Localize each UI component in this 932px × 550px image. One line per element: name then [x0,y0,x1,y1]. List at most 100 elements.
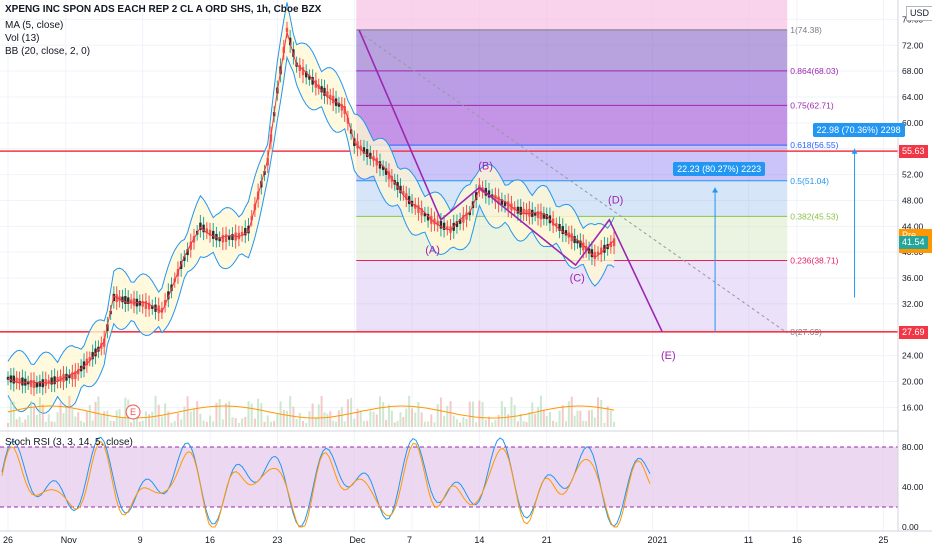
volume-bar [173,421,176,427]
volume-bar [27,415,30,427]
candle-body [21,377,24,386]
volume-bar [308,411,311,427]
candle-body [221,235,225,243]
volume-bar [576,410,579,427]
volume-bar [80,420,83,427]
volume-bar [375,414,378,427]
volume-bar [522,421,525,427]
volume-bar [85,410,88,427]
currency-label[interactable]: USD [906,6,932,21]
time-tick-label: 23 [272,535,282,545]
candle-body [528,208,531,217]
volume-bar [446,405,449,427]
candle-body [144,301,148,309]
candle-body [539,211,543,220]
volume-bar [337,410,340,427]
volume-bar [433,422,436,427]
volume-bar [176,413,179,427]
volume-bar [449,400,452,427]
candle-body [533,212,537,216]
volume-bar [21,422,24,427]
volume-bar [212,421,215,427]
volume-bar [497,414,500,427]
volume-bar [340,407,343,427]
volume-bar [603,422,606,427]
stoch-tick-label: 40.00 [902,482,924,492]
candle-body [337,102,341,107]
volume-bar [481,401,484,427]
candle-body [384,168,388,175]
volume-bar [585,421,588,427]
volume-bar [180,419,183,427]
candle-body [576,240,579,244]
time-axis [0,531,932,550]
candle-body [157,305,160,314]
candle-body [573,236,576,244]
price-tick-label: 36.00 [902,273,924,283]
volume-bar [241,418,244,427]
bb-legend[interactable]: BB (20, close, 2, 0) [5,46,91,57]
candle-body [29,379,33,387]
volume-bar [15,419,18,427]
volume-bar [597,397,600,427]
volume-bar [263,421,266,427]
price-tick-label: 68.00 [902,66,924,76]
candle-body [132,298,136,306]
ma-legend[interactable]: MA (5, close) [5,20,64,31]
candle-body [455,221,459,227]
candle-body [266,157,269,166]
volume-bar [38,397,41,427]
candle-body [32,380,36,389]
volume-bar [320,395,323,427]
volume-bar [570,396,573,427]
candle-body [9,375,13,383]
volume-bar [427,421,430,427]
candle-body [35,382,39,388]
volume-bar [12,401,15,427]
volume-bar [144,411,147,427]
volume-bar [516,421,519,427]
candle-body [570,233,573,242]
volume-bar [462,417,465,427]
volume-bar [343,421,346,427]
volume-bar [292,406,295,427]
volume-ma-line [7,405,615,419]
candle-body [399,185,402,194]
moving-average-line [7,31,615,384]
volume-bar [414,412,417,427]
volume-bar [35,414,38,427]
candle-body [369,152,372,159]
vol-legend[interactable]: Vol (13) [5,33,40,44]
candle-body [329,94,332,100]
candle-body [365,149,369,158]
volume-bar [378,396,381,427]
volume-bar [199,413,202,427]
volume-bar [356,408,359,427]
volume-bar [282,410,285,427]
volume-bar [189,411,192,427]
volume-bar [192,409,195,427]
candle-body [465,212,468,220]
volume-bar [332,420,335,427]
volume-bar [362,421,365,427]
candle-body [423,212,427,217]
candle-body [202,224,205,233]
volume-bar [323,412,326,427]
candle-body [163,299,167,306]
candle-body [600,247,603,255]
candle-body [558,223,561,231]
candle-body [38,381,42,387]
candle-body [487,190,491,198]
volume-bar [154,395,157,427]
candle-body [433,218,436,225]
stoch-legend[interactable]: Stoch RSI (3, 3, 14, 5, close) [5,437,133,448]
candle-body [91,352,94,360]
volume-bar [393,422,396,427]
volume-bar [302,421,305,427]
volume-bar [47,414,50,427]
fib-label-0.382: 0.382(45.53) [790,211,838,221]
volume-bar [30,400,33,427]
measure-arrow-head [851,148,858,154]
volume-bar [50,421,53,427]
